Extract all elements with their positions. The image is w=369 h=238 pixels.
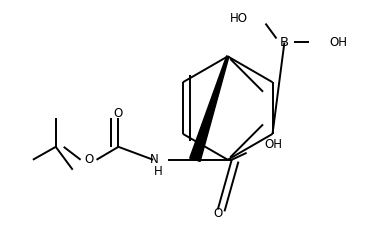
Text: O: O [213, 208, 223, 220]
Text: OH: OH [329, 36, 347, 49]
Polygon shape [190, 56, 229, 161]
Text: O: O [114, 107, 123, 120]
Text: OH: OH [265, 138, 283, 151]
Text: H: H [154, 165, 162, 178]
Text: B: B [280, 36, 289, 49]
Text: O: O [84, 153, 93, 166]
Text: HO: HO [230, 12, 248, 25]
Text: N: N [149, 153, 158, 166]
